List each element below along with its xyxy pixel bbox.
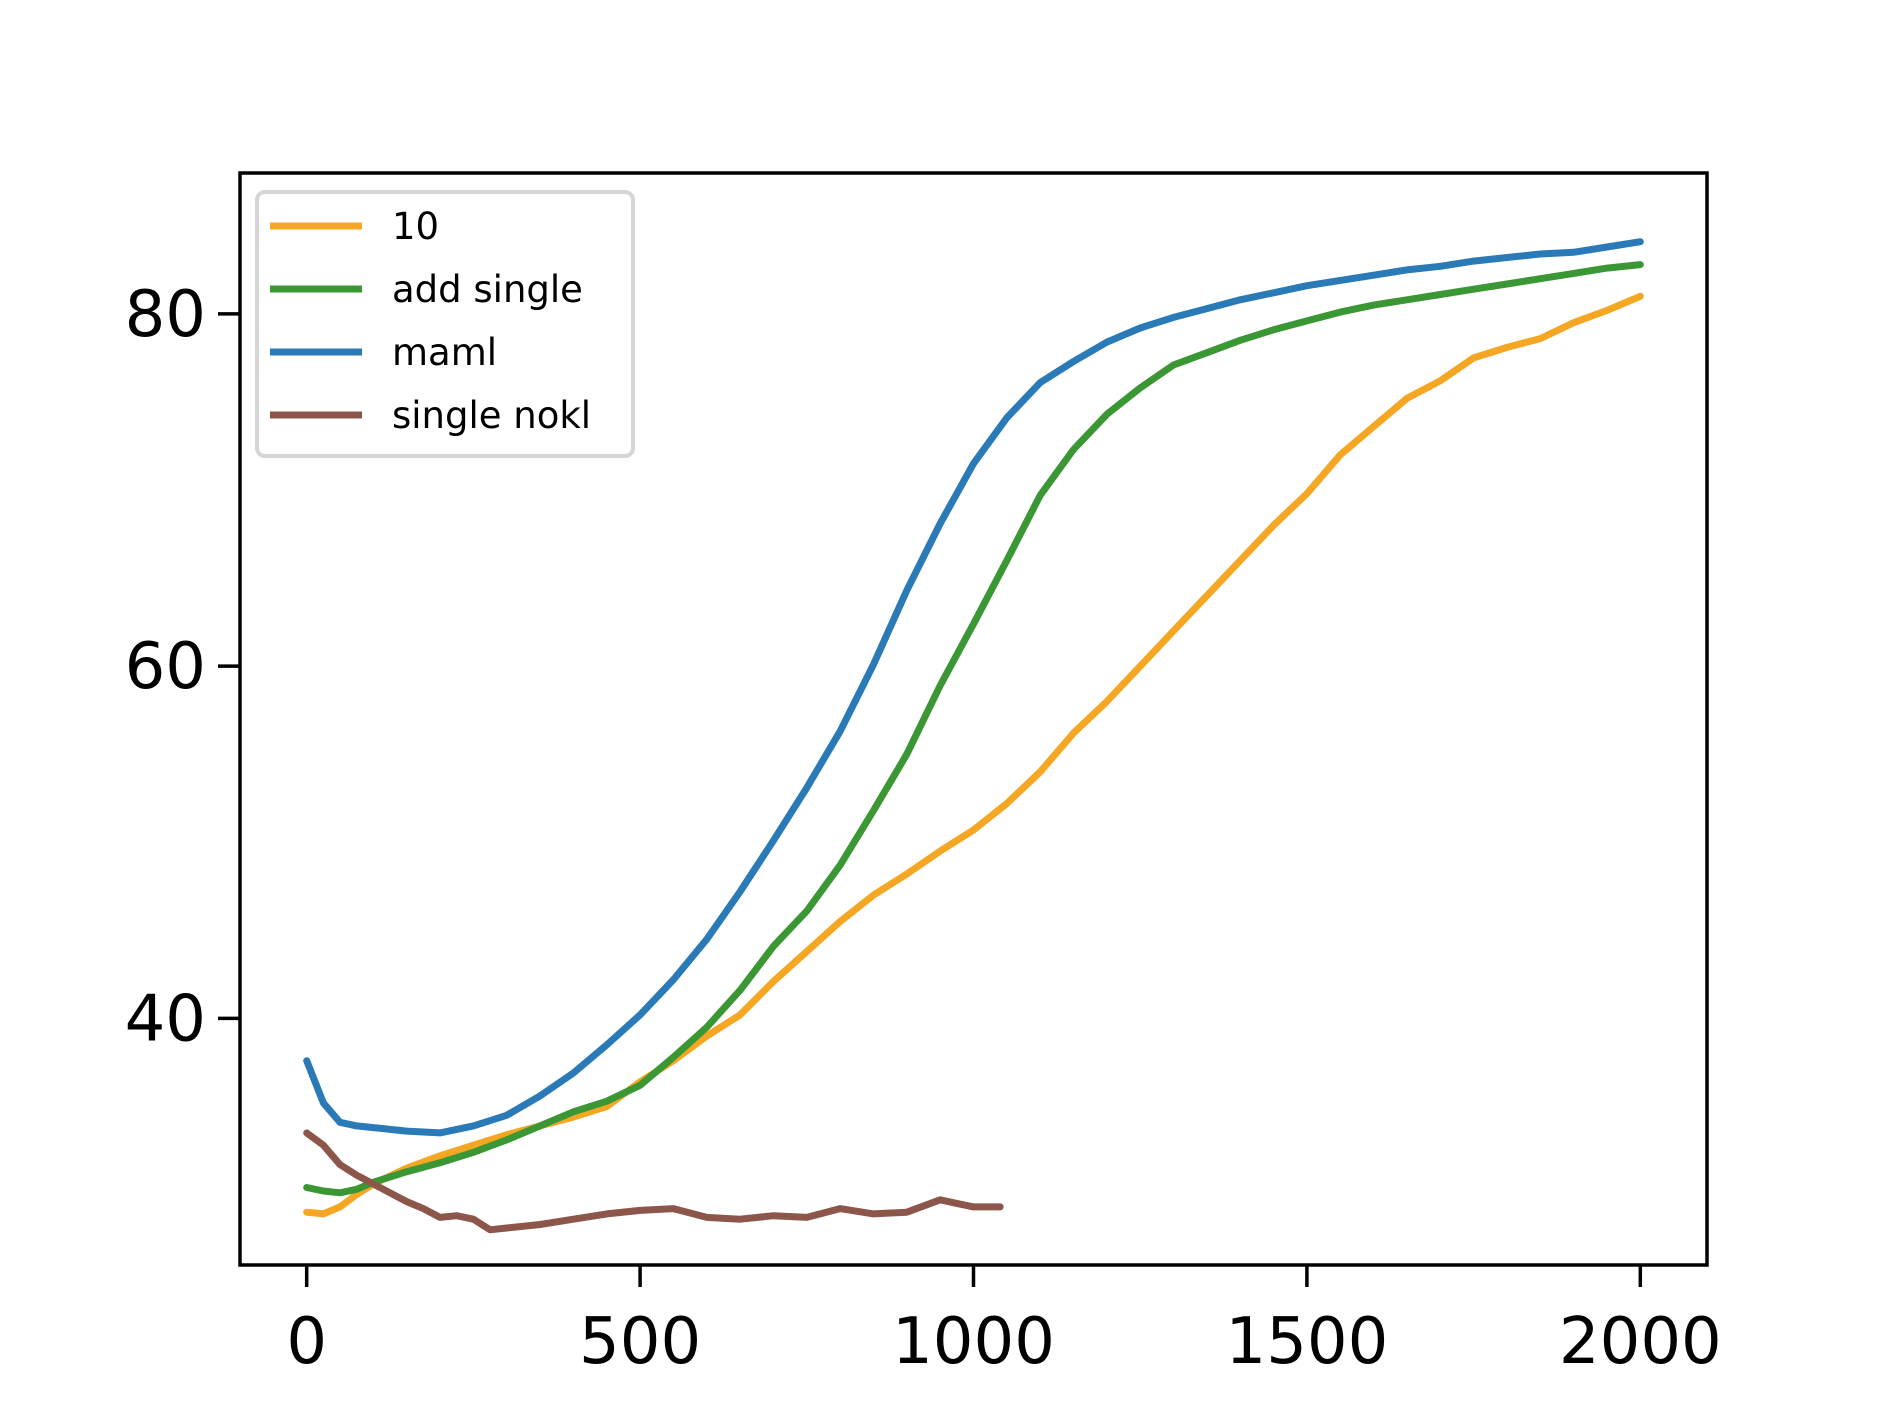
legend: 10 add single maml single nokl <box>255 190 635 458</box>
x-tick-label-4: 2000 <box>1559 1305 1722 1379</box>
x-tick-label-0: 0 <box>286 1305 327 1379</box>
x-axis: 0 500 1000 1500 2000 <box>286 1265 1722 1379</box>
legend-label-1: add single <box>392 268 583 311</box>
legend-label-0: 10 <box>392 205 439 248</box>
y-axis: 40 60 80 <box>125 278 240 1056</box>
legend-label-2: maml <box>392 331 497 374</box>
series-line-2 <box>303 238 1644 1137</box>
y-tick-label-0: 40 <box>125 982 206 1056</box>
y-tick-label-2: 80 <box>125 278 206 352</box>
series-line-1 <box>303 261 1644 1197</box>
x-tick-label-1: 500 <box>579 1305 701 1379</box>
x-tick-label-2: 1000 <box>892 1305 1055 1379</box>
y-tick-label-1: 60 <box>125 630 206 704</box>
series-layer <box>303 238 1644 1234</box>
legend-box <box>255 190 635 458</box>
x-tick-label-3: 1500 <box>1225 1305 1388 1379</box>
series-line-0 <box>303 292 1644 1218</box>
legend-label-3: single nokl <box>392 394 591 437</box>
series-line-3 <box>303 1129 1004 1234</box>
